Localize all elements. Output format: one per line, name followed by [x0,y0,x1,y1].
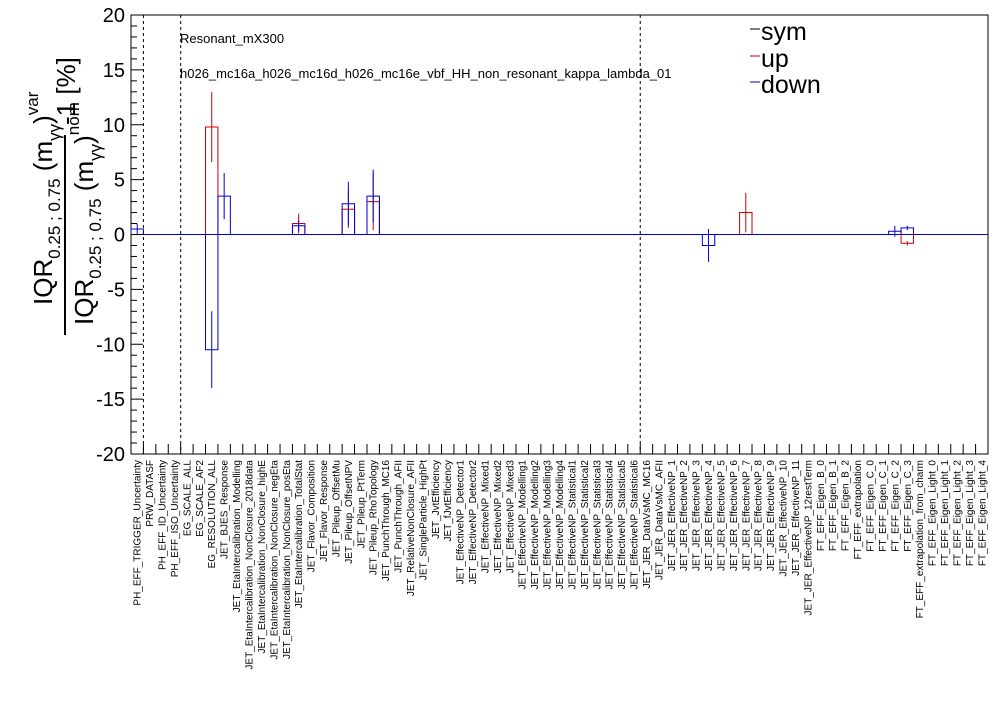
y-tick-label: -10 [96,334,125,356]
x-tick-label: JET_Flavor_Composition [307,460,318,572]
x-tick-label: FT_EFF_Eigen_B_1 [828,460,839,552]
x-tick-label: FT_EFF_Eigen_B_0 [816,460,827,552]
x-tick-label: PRW_DATASF [145,460,156,527]
x-tick-label: FT_EFF_Eigen_Light_0 [928,460,939,567]
x-tick-label: JET_JER_EffectiveNP_11 [791,460,802,576]
x-tick-label: JET_JER_EffectiveNP_2 [679,460,690,571]
x-tick-label: FT_EFF_Eigen_Light_1 [940,460,951,567]
x-tick-label: PH_EFF_ISO_Uncertainty [170,460,181,577]
x-tick-label: FT_EFF_Eigen_C_1 [878,460,889,552]
x-tick-label: JET_EtaIntercalibration_NonClosure_posEt… [282,460,293,659]
legend-label-down: down [761,71,821,99]
x-tick-label: JET_BJES_Response [220,460,231,559]
x-tick-label: JET_JER_EffectiveNP_10 [779,460,790,577]
x-tick-label: JET_EtaIntercalibration_NonClosure_highE [257,460,268,654]
x-tick-label: JET_JER_EffectiveNP_1 [667,460,678,571]
x-tick-label: JET_JER_DataVsMC_MC16 [642,460,653,589]
x-tick-label: JET_EffectiveNP_Statistical1 [567,460,578,590]
x-tick-label: JET_Flavor_Response [319,460,330,562]
x-tick-label: JET_EffectiveNP_Modelling2 [530,460,541,590]
x-tick-label: FT_EFF_Eigen_C_2 [890,460,901,552]
x-tick-label: JET_EffectiveNP_Modelling3 [543,460,554,590]
x-tick-label: FT_EFF_Eigen_Light_4 [977,460,988,567]
x-tick-label: JET_EffectiveNP_Detector1 [456,460,467,585]
y-tick-label: 5 [114,170,125,192]
x-tick-label: FT_EFF_Eigen_Light_2 [952,460,963,567]
x-tick-label: PH_EFF_ID_Uncertainty [158,460,169,570]
x-tick-label: JET_JvtEfficiency [431,460,442,539]
x-tick-label: JET_EtaIntercalibration_Modelling [232,460,243,612]
x-tick-label: JET_EtaIntercalibration_TotalStat [294,460,305,609]
x-tick-label: JET_SingleParticle_HighPt [418,460,429,580]
x-tick-label: JET_EffectiveNP_Mixed3 [505,460,516,574]
x-tick-label: JET_JER_EffectiveNP_3 [692,460,703,571]
y-tick-label: 15 [103,60,125,82]
x-tick-label: EG_SCALE_AF2 [195,460,206,537]
x-tick-label: JET_EffectiveNP_Statistical6 [630,460,641,590]
x-tick-label: JET_JER_EffectiveNP_5 [716,460,727,571]
x-tick-label: JET_RelativeNonClosure_AFII [406,460,417,596]
y-tick-label: 20 [103,5,125,27]
x-tick-label: JET_Pileup_OffsetMu [331,460,342,557]
x-tick-label: PH_EFF_TRIGGER_Uncertainty [133,460,144,606]
x-tick-label: JET_JER_EffectiveNP_12restTerm [803,460,814,615]
x-tick-label: JET_JER_EffectiveNP_7 [741,460,752,571]
y-label-suffix: -1 [%] [51,57,81,125]
x-tick-label: JET_JER_EffectiveNP_6 [729,460,740,571]
x-tick-label: JET_Pileup_RhoTopology [369,460,380,575]
x-tick-label: JET_JER_EffectiveNP_8 [754,460,765,571]
x-tick-label: JET_EffectiveNP_Statistical4 [605,460,616,590]
x-tick-label: FT_EFF_Eigen_C_0 [866,460,877,552]
x-tick-label: JET_EffectiveNP_Detector2 [468,460,479,585]
x-tick-label: JET_EffectiveNP_Statistical3 [592,460,603,590]
legend-label-sym: sym [761,18,807,46]
x-tick-label: JET_Pileup_OffsetNPV [344,460,355,564]
x-tick-label: JET_JER_EffectiveNP_4 [704,460,715,571]
y-tick-label: -5 [107,279,125,301]
y-label-denominator: IQR0.25 ; 0.75 (mγγ)nom [64,102,105,325]
y-label-numerator: IQR0.25 ; 0.75 (mγγ)var [23,91,64,305]
x-tick-label: JET_EffectiveNP_Mixed1 [480,460,491,574]
x-tick-label: JET_EffectiveNP_Statistical5 [617,460,628,590]
x-tick-label: JET_Pileup_PtTerm [356,460,367,548]
x-tick-label: JET_fJvtEfficiency [443,460,454,542]
x-tick-label: JET_JER_EffectiveNP_9 [766,460,777,571]
x-tick-label: JET_EtaIntercalibration_NonClosure_negEt… [269,460,280,660]
x-tick-label: FT_EFF_Eigen_Light_3 [965,460,976,567]
x-tick-label: FT_EFF_Eigen_B_2 [841,460,852,552]
x-tick-label: EG_SCALE_ALL [182,460,193,537]
x-tick-label: JET_PunchThrough_AFII [394,460,405,573]
y-tick-label: -20 [96,444,125,466]
x-tick-label: JET_JER_DataVsMC_AFII [654,460,665,580]
x-tick-label: FT_EFF_extrapolation_from_charm [915,460,926,618]
x-tick-label: JET_EffectiveNP_Statistical2 [580,460,591,590]
x-tick-label: JET_EffectiveNP_Modelling4 [555,460,566,590]
y-tick-label: -15 [96,389,125,411]
x-tick-label: JET_PunchThrough_MC16 [381,460,392,582]
y-tick-label: 0 [114,225,125,247]
x-tick-label: JET_EffectiveNP_Mixed2 [493,460,504,574]
x-tick-label: FT_EFF_extrapolation [853,460,864,560]
legend-label-up: up [761,45,789,73]
x-tick-label: JET_EffectiveNP_Modelling1 [518,460,529,590]
x-tick-label: EG_RESOLUTION_ALL [207,460,218,569]
y-axis-label: IQR0.25 ; 0.75 (mγγ)var IQR0.25 ; 0.75 (… [23,57,105,335]
process-label: h026_mc16a_h026_mc16d_h026_mc16e_vbf_HH_… [180,66,672,81]
y-tick-label: 10 [103,115,125,137]
x-tick-label: JET_EtaIntercalibration_NonClosure_2018d… [244,460,255,670]
x-tick-label: FT_EFF_Eigen_C_3 [903,460,914,552]
sample-label: Resonant_mX300 [180,31,284,46]
